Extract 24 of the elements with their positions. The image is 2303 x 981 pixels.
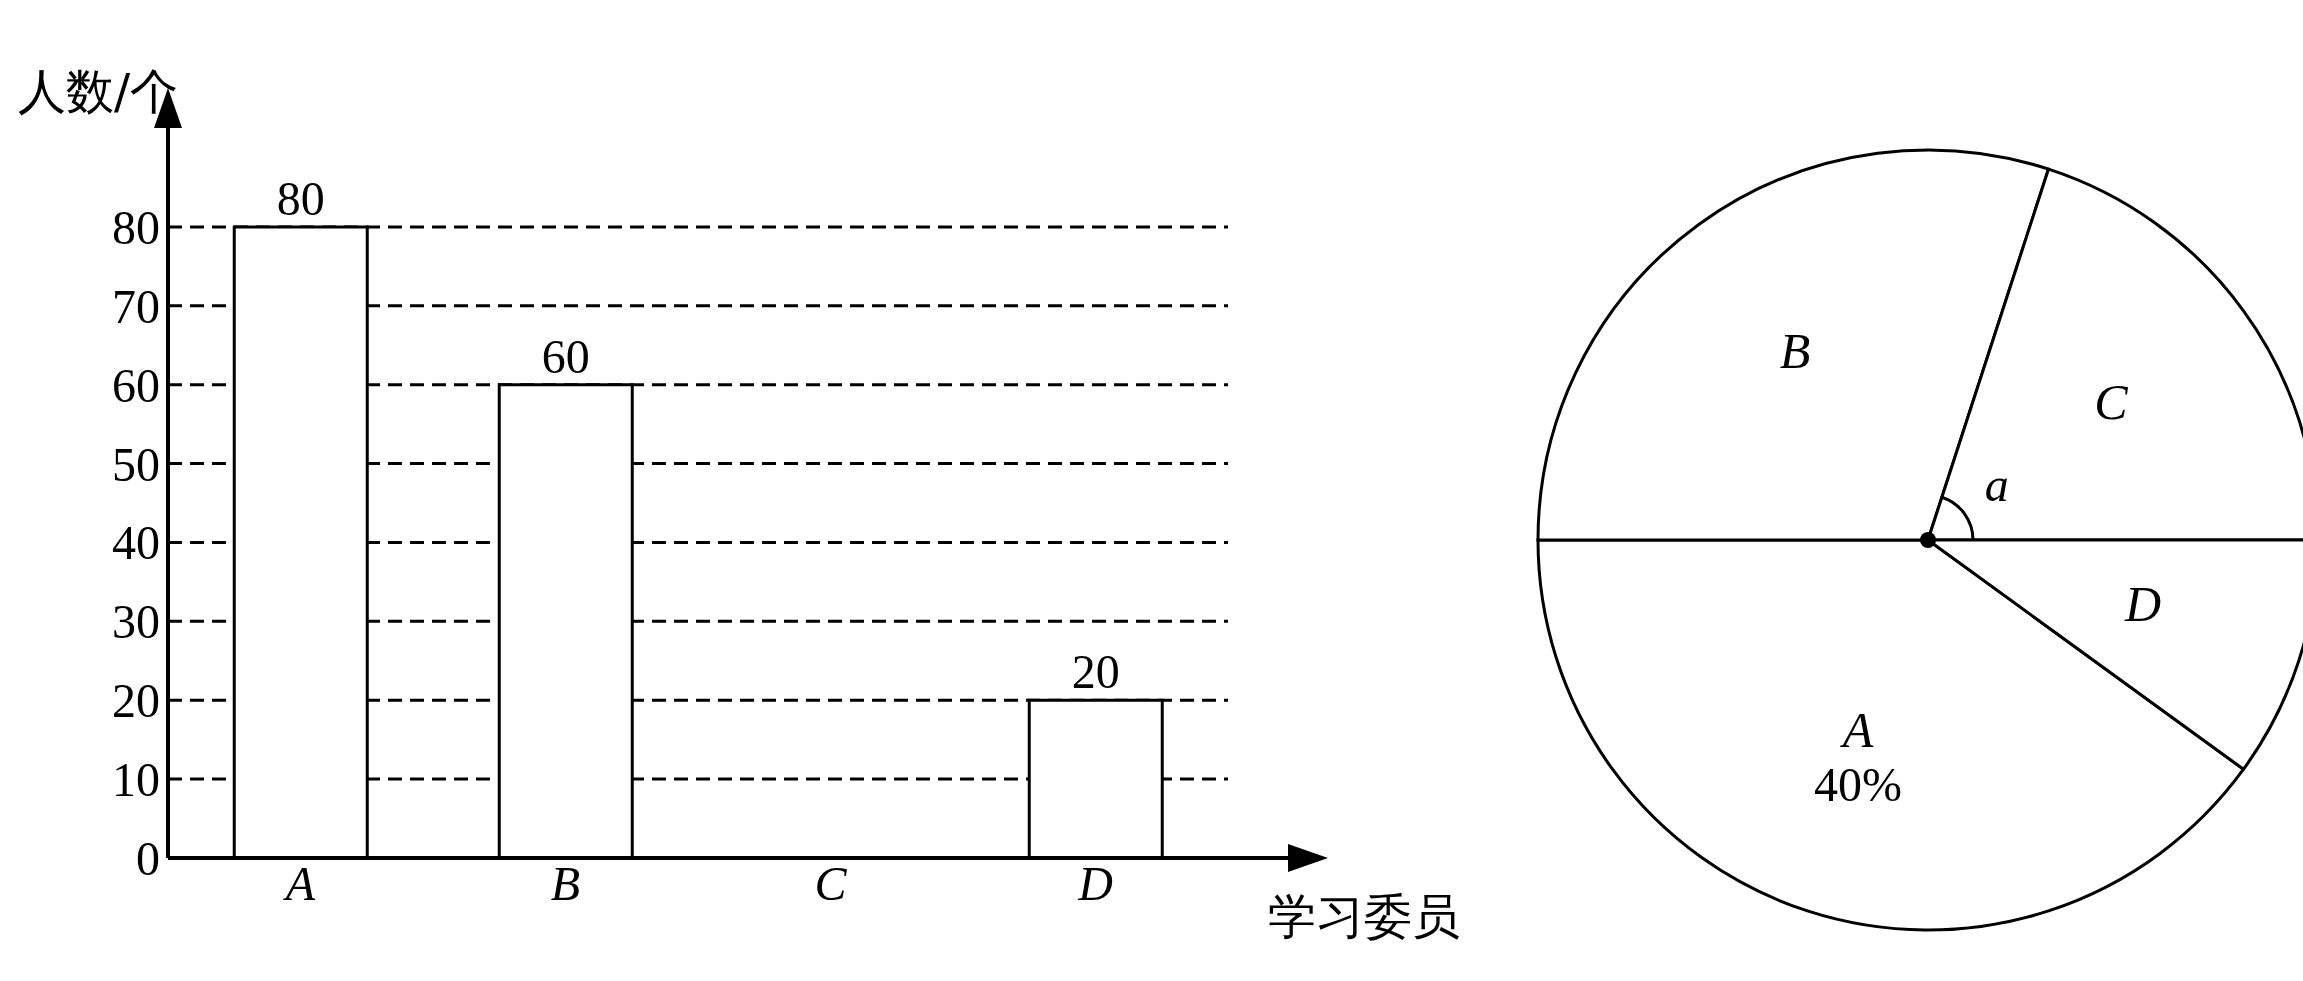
slice-label: B: [1779, 323, 1811, 380]
slice-label: C: [2094, 373, 2129, 430]
data-label: 20: [1071, 645, 1120, 699]
y-tick-label: 50: [112, 437, 160, 491]
y-tick-label: 80: [112, 200, 160, 254]
slice-label: A: [1839, 701, 1874, 758]
x-tick-label: C: [814, 857, 848, 911]
x-axis-title: 学习委员: [1268, 888, 1460, 944]
data-label: 80: [276, 171, 325, 225]
slice-label: D: [2124, 576, 2162, 633]
y-tick-label: 70: [112, 279, 160, 333]
y-tick-label: 10: [112, 753, 160, 807]
y-tick-label: 40: [112, 516, 160, 570]
text: a: [1984, 458, 2009, 512]
x-tick-label: A: [282, 857, 316, 911]
y-tick-label: 0: [136, 832, 160, 886]
data-label: 40%: [1814, 758, 1903, 812]
x-tick-label: B: [550, 857, 581, 911]
x-tick-label: D: [1077, 857, 1113, 911]
data-label: 60: [541, 329, 590, 383]
y-axis-title: 人数/个: [18, 63, 179, 119]
y-tick-label: 60: [112, 358, 160, 412]
y-tick-label: 30: [112, 595, 160, 649]
y-tick-label: 20: [112, 674, 160, 728]
